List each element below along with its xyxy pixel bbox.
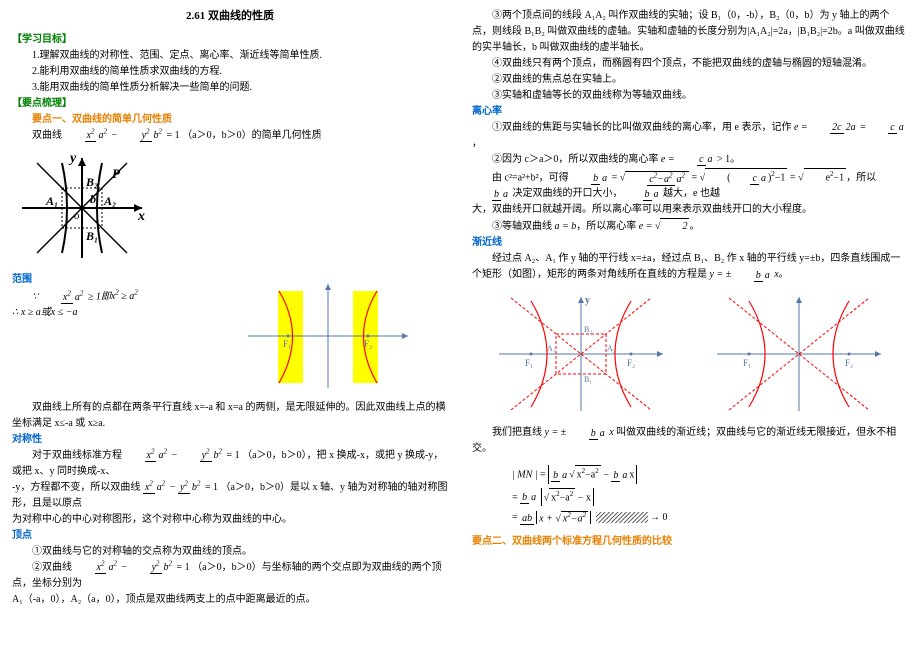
vertex-p1: ①双曲线与它的对称轴的交点称为双曲线的顶点。 [12,544,448,560]
asym-p1: 经过点 A₂、A₁ 作 y 轴的平行线 x=±a，经过点 B₁、B₂ 作 x 轴… [472,251,908,283]
section-2: 要点二、双曲线两个标准方程几何性质的比较 [472,534,908,550]
heading-keypoints: 【要点梳理】 [12,96,448,112]
svg-text:F₁: F₁ [525,358,533,368]
svg-text:F₁: F₁ [743,358,751,368]
svg-text:x: x [137,209,145,224]
svg-text:F₂: F₂ [845,358,853,368]
svg-text:B₁: B₁ [584,375,592,384]
svg-text:F₂: F₂ [627,358,635,368]
sym-p2: -y，方程都不变，所以双曲线 x2a2 − y2b2 = 1 （a＞0，b＞0）… [12,480,448,512]
svg-text:y: y [68,151,77,166]
ecc-p3: 由 c²=a²+b²，可得 ba = √c2−a2a2 = √(ca)2−1 =… [472,168,908,202]
ecc-p5: ③等轴双曲线 a = b，所以离心率 e = √2。 [472,218,908,235]
doc-title: 2.61 双曲线的性质 [12,8,448,26]
range-text: 双曲线上所有的点都在两条平行直线 x=-a 和 x=a 的两侧，是无限延伸的。因… [12,400,448,432]
goal-1: 1.理解双曲线的对称性、范围、定点、离心率、渐近线等简单性质. [12,48,448,64]
svg-text:F₁: F₁ [283,339,291,349]
svg-text:A₁: A₁ [45,194,58,208]
asym-p2: 我们把直线 y = ± ba x 叫做双曲线的渐近线；双曲线与它的渐近线无限接近… [472,425,908,457]
section-1: 要点一、双曲线的简单几何性质 [12,112,448,128]
svg-text:B₂: B₂ [584,325,592,334]
mn-distance: | MN | = ba√x2−a2 − bax = ba √x2−a2 − x … [492,463,908,528]
axis-p1: ③两个顶点间的线段 A₁A₂ 叫作双曲线的实轴；设 B₁（0，-b），B₂（0，… [472,8,908,56]
vertex-p3: A₁（-a，0），A₂（a，0），顶点是双曲线两支上的点中距离最近的点。 [12,592,448,608]
svg-text:F₂: F₂ [364,339,372,349]
sym-p3: 为对称中心的中心对称图形，这个对称中心称为双曲线的中心。 [12,512,448,528]
ecc-p4: 大，双曲线开口就越开阔。所以离心率可以用来表示双曲线开口的大小程度。 [472,202,908,218]
svg-text:P: P [112,166,121,181]
svg-text:A₂: A₂ [103,194,116,208]
axis-p2: ④双曲线只有两个顶点，而椭圆有四个顶点，不能把双曲线的虚轴与椭圆的短轴混淆。 [472,56,908,72]
svg-text:A₁: A₁ [547,344,556,353]
intro-line: 双曲线 x2a2 − y2b2 = 1 （a＞0，b＞0）的简单几何性质 [12,128,448,144]
sym-p1: 对于双曲线标准方程 x2a2 − y2b2 = 1 （a＞0，b＞0），把 x … [12,448,448,480]
ecc-p1: ①双曲线的焦距与实轴长的比叫做双曲线的离心率，用 e 表示，记作 e = 2c2… [472,120,908,152]
svg-text:o: o [74,210,80,222]
svg-text:A₂: A₂ [607,344,616,353]
svg-text:y: y [585,295,590,306]
axis-p3: ②双曲线的焦点总在实轴上。 [472,72,908,88]
heading-asymptote: 渐近线 [472,235,908,251]
vertex-p2: ②双曲线 x2a2 − y2b2 = 1 （a＞0，b＞0）与坐标轴的两个交点即… [12,560,448,592]
heading-goals: 【学习目标】 [12,32,448,48]
ecc-p2: ②因为 c＞a＞0，所以双曲线的离心率 e = ca > 1。 [472,152,908,168]
svg-text:B₁: B₁ [85,229,98,243]
range-figure: F₁ F₂ [238,276,418,396]
goal-3: 3.能用双曲线的简单性质分析解决一些简单的问题. [12,80,448,96]
asymptote-figures: y F₁ F₂ A₁ A₂ B₂ B₁ F₁ F₂ [472,289,908,419]
hyperbola-figure: x y A₁ A₂ B₂ B₁ P o b [12,148,448,268]
axis-p4: ③实轴和虚轴等长的双曲线称为等轴双曲线。 [472,88,908,104]
goal-2: 2.能利用双曲线的简单性质求双曲线的方程. [12,64,448,80]
svg-text:b: b [90,192,96,206]
heading-vertex: 顶点 [12,528,448,544]
svg-text:B₂: B₂ [85,175,98,189]
heading-eccentricity: 离心率 [472,104,908,120]
heading-symmetry: 对称性 [12,432,448,448]
